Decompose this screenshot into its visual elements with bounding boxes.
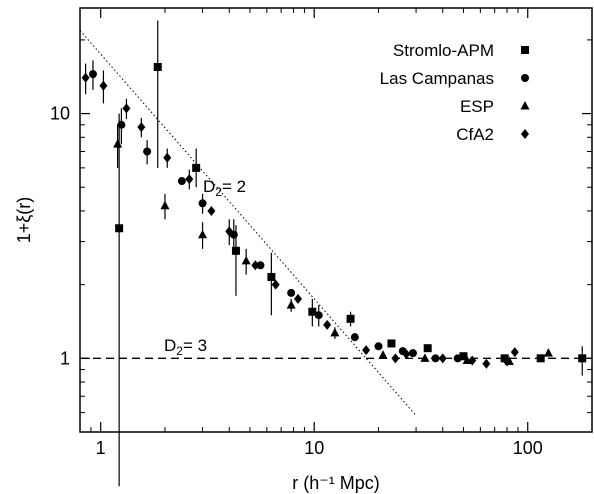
cfa2-point <box>468 355 477 366</box>
cfa2-point <box>402 349 411 360</box>
esp-point <box>113 139 123 148</box>
cfa2-point <box>122 103 131 114</box>
esp-point <box>462 355 472 364</box>
cfa2-point <box>163 152 172 163</box>
stromlo-apm-point <box>231 246 240 255</box>
x-axis-label: r (h⁻¹ Mpc) <box>292 473 380 493</box>
stromlo-apm-point <box>459 352 468 361</box>
esp-point <box>378 350 388 359</box>
legend-marker-cfa2 <box>521 129 529 139</box>
reference-lines <box>79 30 592 416</box>
legend-marker-stromlo-apm <box>521 46 529 54</box>
esp-point <box>198 229 208 239</box>
las-campanas-point <box>287 288 296 297</box>
cfa2-point <box>271 279 280 290</box>
las-campanas-point <box>198 199 207 208</box>
las-campanas-point <box>88 70 97 79</box>
las-campanas-point <box>117 120 126 129</box>
cfa2-point <box>438 353 447 364</box>
esp-point <box>286 300 296 309</box>
legend: Stromlo-APM Las Campanas ESP CfA2 <box>380 41 530 144</box>
cfa2-point <box>391 353 400 364</box>
las-campanas-point <box>143 147 152 156</box>
esp-point <box>160 200 170 210</box>
cfa2-point <box>81 72 90 83</box>
axis-ticks: 1 10 100 1 10 <box>50 8 593 458</box>
series-cfa2 <box>81 63 519 369</box>
las-campanas-point <box>314 311 323 320</box>
las-campanas-point <box>350 333 359 342</box>
esp-point <box>420 353 430 362</box>
cfa2-point <box>362 345 371 356</box>
x-tick-label: 100 <box>513 438 543 458</box>
esp-point <box>241 255 251 265</box>
stromlo-apm-point <box>192 163 201 172</box>
y-tick-label: 10 <box>50 104 70 124</box>
stromlo-apm-point <box>115 224 124 233</box>
plot-area: 1 10 100 1 10 <box>50 7 593 487</box>
series-las-campanas <box>88 60 462 363</box>
data-points <box>81 20 587 487</box>
cfa2-point <box>99 80 108 91</box>
las-campanas-point <box>256 261 265 270</box>
stromlo-apm-point <box>308 307 317 316</box>
las-campanas-point <box>374 342 383 351</box>
d2-equals-2-label: D2= 2 <box>203 177 246 199</box>
x-tick-label: 10 <box>304 438 324 458</box>
cfa2-point <box>251 260 260 271</box>
esp-point <box>543 348 553 357</box>
cfa2-point <box>207 205 216 216</box>
cfa2-point <box>510 347 519 358</box>
legend-marker-esp <box>520 101 530 110</box>
legend-label-cfa2: CfA2 <box>456 125 494 144</box>
y-axis-label: 1+ξ(r) <box>14 197 34 244</box>
legend-label-las-campanas: Las Campanas <box>380 69 494 88</box>
series-stromlo-apm <box>115 20 587 487</box>
cfa2-point <box>137 122 146 133</box>
stromlo-apm-point <box>500 354 509 363</box>
reference-line-labels: D2= 2 D2= 3 <box>164 177 246 358</box>
cfa2-point <box>225 226 234 237</box>
cfa2-point <box>323 319 332 330</box>
legend-label-esp: ESP <box>460 97 494 116</box>
cfa2-point <box>503 356 512 367</box>
series-esp <box>113 124 553 366</box>
stromlo-apm-point <box>387 339 396 348</box>
stromlo-apm-point <box>423 344 432 353</box>
stromlo-apm-point <box>346 314 355 323</box>
las-campanas-point <box>431 354 440 363</box>
legend-label-stromlo-apm: Stromlo-APM <box>393 41 494 60</box>
stromlo-apm-point <box>153 62 162 71</box>
d2-equals-3-label: D2= 3 <box>164 336 207 358</box>
x-tick-label: 1 <box>96 438 106 458</box>
esp-point <box>330 327 340 337</box>
cfa2-point <box>294 293 303 304</box>
cfa2-point <box>185 174 194 185</box>
stromlo-apm-point <box>267 272 276 281</box>
stromlo-apm-point <box>536 354 545 363</box>
legend-marker-las-campanas <box>521 74 529 82</box>
reference-line-d2-2 <box>79 30 417 416</box>
las-campanas-point <box>177 177 186 186</box>
las-campanas-point <box>408 349 417 358</box>
cfa2-point <box>482 358 491 369</box>
las-campanas-point <box>453 354 462 363</box>
y-tick-label: 1 <box>60 348 70 368</box>
plot-frame <box>79 7 593 433</box>
